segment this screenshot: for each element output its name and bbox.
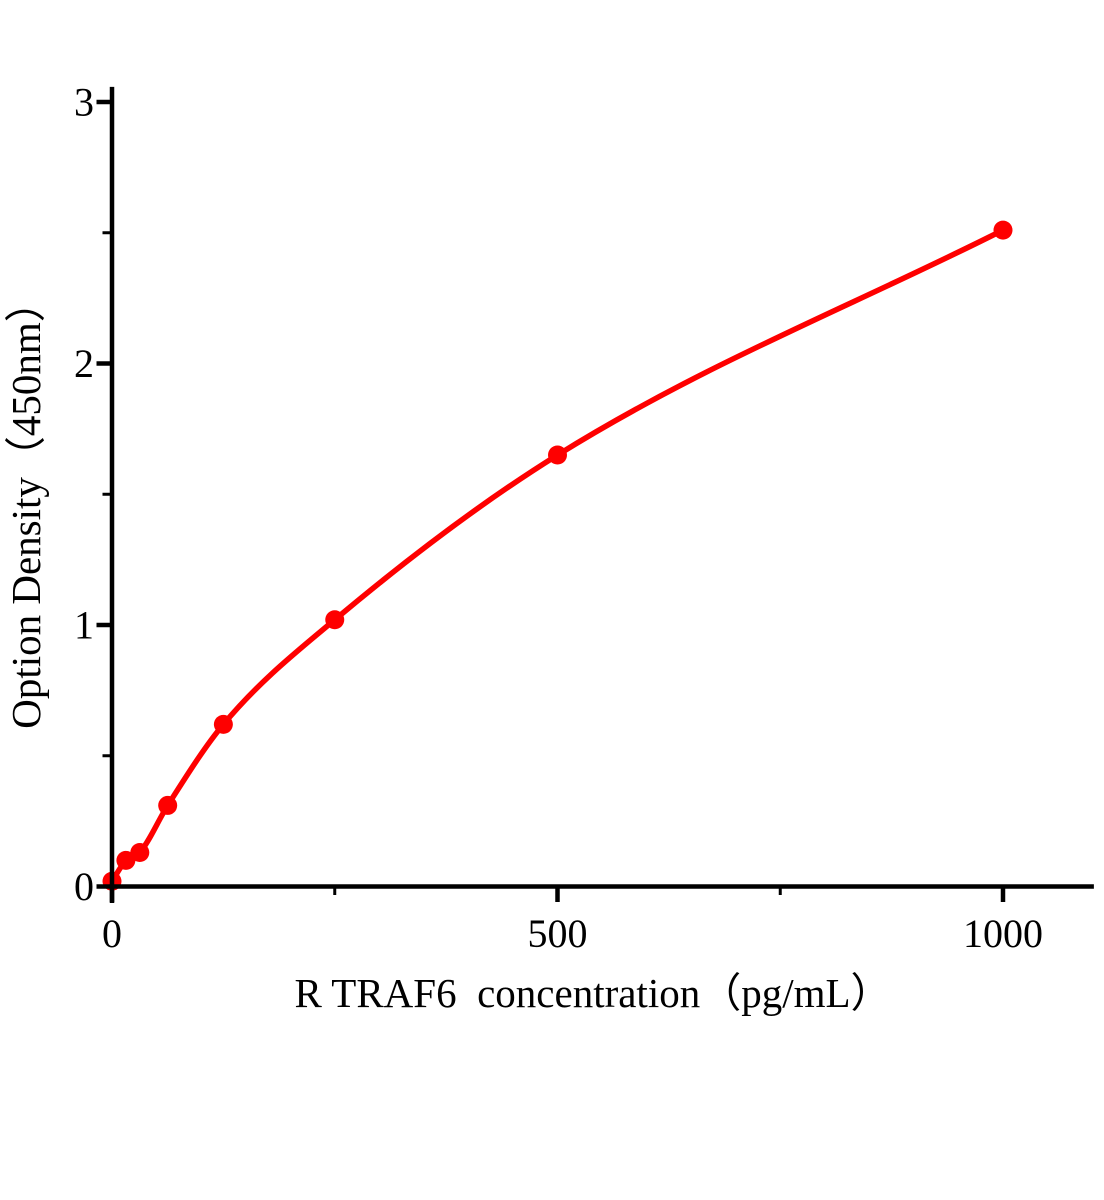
x-tick-label: 0 xyxy=(102,911,122,956)
tick-label-layer: 0 500 1000 0 1 2 3 xyxy=(74,80,1043,957)
y-tick-label: 1 xyxy=(74,603,94,648)
data-point-marker xyxy=(116,850,136,870)
data-point-marker xyxy=(993,220,1013,240)
y-tick-label: 2 xyxy=(74,341,94,386)
plot-layer xyxy=(102,220,1013,891)
x-tick-label: 1000 xyxy=(963,911,1043,956)
data-point-marker xyxy=(213,714,233,734)
data-point-marker xyxy=(158,795,178,815)
x-axis-title: R TRAF6 concentration（pg/mL） xyxy=(294,970,891,1016)
data-point-marker xyxy=(548,445,567,465)
data-point-marker xyxy=(325,610,345,630)
x-tick-label: 500 xyxy=(528,911,588,956)
y-axis-title: Option Density（450nm） xyxy=(3,281,49,729)
y-tick-label: 0 xyxy=(74,864,94,909)
y-tick-label: 3 xyxy=(74,80,94,125)
axes-layer xyxy=(96,86,1094,903)
standard-curve-line xyxy=(109,227,1006,885)
data-point-marker xyxy=(130,843,150,863)
